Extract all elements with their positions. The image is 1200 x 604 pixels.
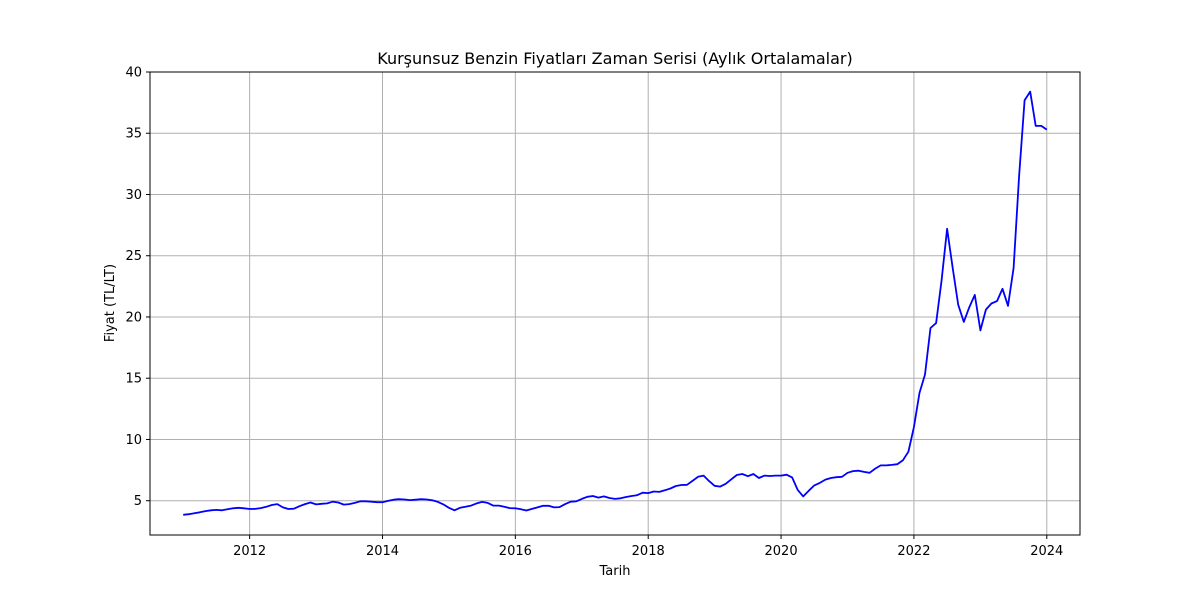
y-tick-label: 10: [125, 433, 142, 448]
x-tick-label: 2024: [1030, 544, 1063, 559]
x-tick-label: 2016: [499, 544, 532, 559]
x-tick-label: 2018: [632, 544, 665, 559]
x-tick-label: 2012: [233, 544, 266, 559]
y-tick-label: 40: [125, 66, 142, 81]
y-axis: 5 10 15 20 25 30 35 40: [125, 66, 150, 509]
y-tick-label: 20: [125, 310, 142, 325]
y-axis-label: Fiyat (TL/LT): [103, 264, 118, 342]
x-tick-label: 2022: [897, 544, 930, 559]
x-axis: 2012 2014 2016 2018 2020 2022 2024: [233, 535, 1063, 559]
price-series-line: [183, 90, 1048, 516]
y-tick-label: 30: [125, 188, 142, 203]
y-tick-label: 25: [125, 249, 142, 264]
y-tick-label: 5: [134, 494, 142, 509]
x-tick-label: 2014: [366, 544, 399, 559]
data-layer: [183, 90, 1048, 516]
x-axis-label: Tarih: [599, 564, 631, 579]
chart-title: Kurşunsuz Benzin Fiyatları Zaman Serisi …: [377, 49, 852, 68]
grid-lines: [150, 71, 1080, 535]
x-tick-label: 2020: [765, 544, 798, 559]
y-tick-label: 15: [125, 372, 142, 387]
plot-frame: [149, 71, 1081, 536]
y-tick-label: 35: [125, 127, 142, 142]
